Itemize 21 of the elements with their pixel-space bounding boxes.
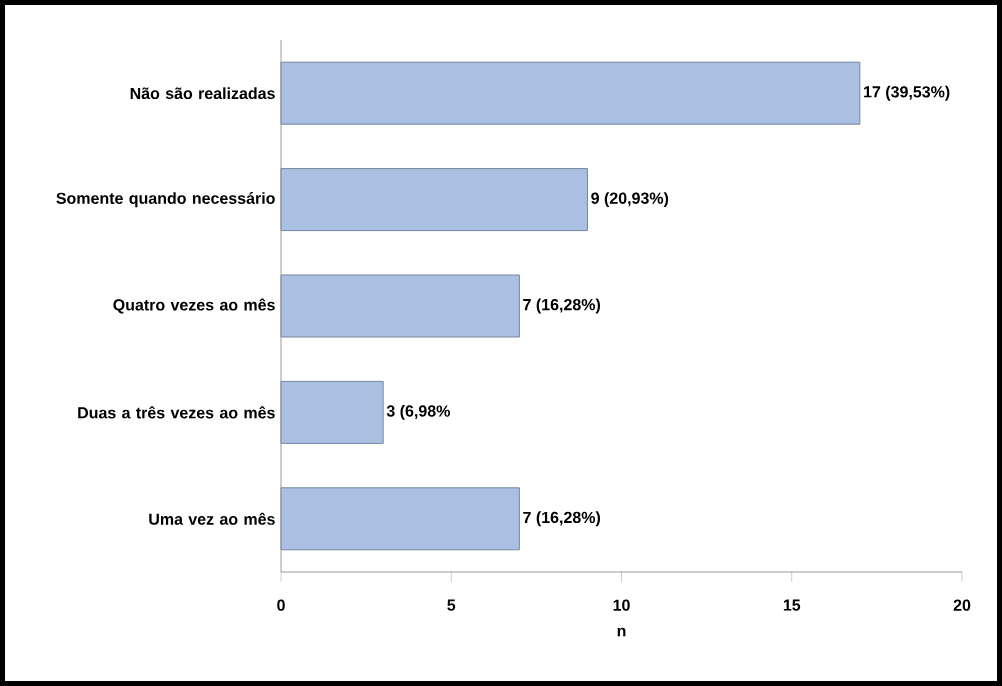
bar: [280, 380, 384, 444]
bar: [280, 61, 861, 125]
bar: [280, 168, 588, 232]
x-tick-label: 5: [447, 599, 456, 611]
bar: [280, 274, 520, 338]
y-tick-label: Duas a três vezes ao mês: [78, 406, 275, 419]
x-axis-title: n: [617, 627, 626, 637]
bar: [280, 487, 520, 551]
x-tick-label: 10: [613, 599, 630, 611]
x-tick-label: 20: [953, 599, 971, 611]
y-tick-label: Não são realizadas: [130, 87, 275, 100]
data-label: 7 (16,28%): [523, 298, 600, 314]
data-label: 9 (20,93%): [591, 192, 669, 208]
data-label: 7 (16,28%): [523, 511, 600, 527]
data-label: 3 (6,98%: [386, 404, 450, 420]
y-tick-label: Quatro vezes ao mês: [113, 298, 275, 314]
y-tick-label: Somente quando necessário: [56, 192, 275, 208]
y-tick-label: Uma vez ao mês: [149, 512, 275, 525]
data-label: 17 (39,53%): [864, 85, 950, 101]
x-tick-label: 0: [277, 599, 285, 611]
x-tick-label: 15: [783, 599, 801, 611]
